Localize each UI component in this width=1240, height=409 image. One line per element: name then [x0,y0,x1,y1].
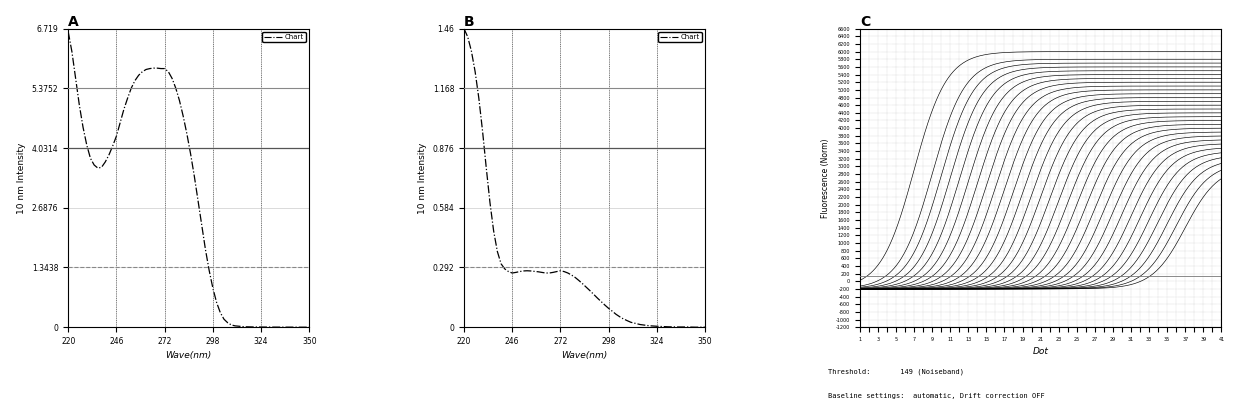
Legend: Chart: Chart [658,32,702,42]
Text: C: C [859,15,870,29]
Y-axis label: 10 nm Intensity: 10 nm Intensity [17,142,26,213]
X-axis label: Dot: Dot [1033,348,1049,357]
X-axis label: Wave(nm): Wave(nm) [562,351,608,360]
X-axis label: Wave(nm): Wave(nm) [166,351,212,360]
Text: Threshold:       149 (Noiseband): Threshold: 149 (Noiseband) [828,368,965,375]
Text: Baseline settings:  automatic, Drift correction OFF: Baseline settings: automatic, Drift corr… [828,393,1045,399]
Text: A: A [68,15,79,29]
Legend: Chart: Chart [263,32,306,42]
Text: B: B [464,15,475,29]
Y-axis label: 10 nm Intensity: 10 nm Intensity [418,142,427,213]
Y-axis label: Fluorescence (Norm): Fluorescence (Norm) [821,138,831,218]
